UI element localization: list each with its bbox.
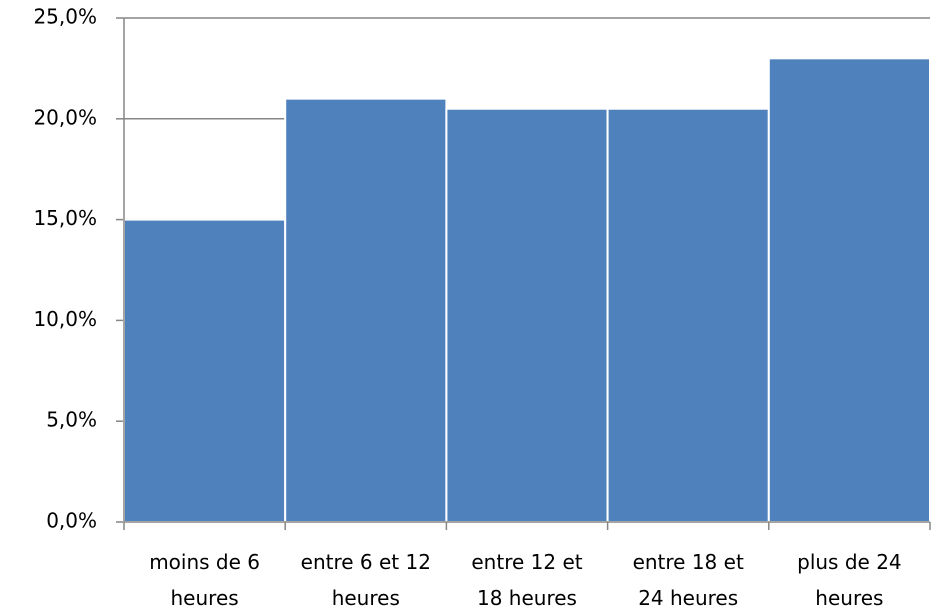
y-tick-label: 15,0%: [33, 206, 97, 230]
x-tick-label: entre 6 et 12 heures: [300, 550, 431, 610]
y-tick-label: 5,0%: [46, 408, 97, 432]
x-tick-label: entre 18 et 24 heures: [632, 550, 744, 610]
y-tick-label: 0,0%: [46, 509, 97, 533]
bar: [767, 57, 931, 523]
bar: [606, 107, 770, 523]
x-tick-label: moins de 6 heures: [149, 550, 260, 610]
x-tick-label: entre 12 et 18 heures: [471, 550, 583, 610]
y-tick-label: 20,0%: [33, 105, 97, 129]
bar: [123, 218, 287, 523]
y-tick-label: 25,0%: [33, 5, 97, 29]
bar: [445, 107, 609, 523]
y-tick-label: 10,0%: [33, 307, 97, 331]
bar: [284, 97, 448, 523]
x-tick-label: plus de 24 heures: [797, 550, 902, 610]
